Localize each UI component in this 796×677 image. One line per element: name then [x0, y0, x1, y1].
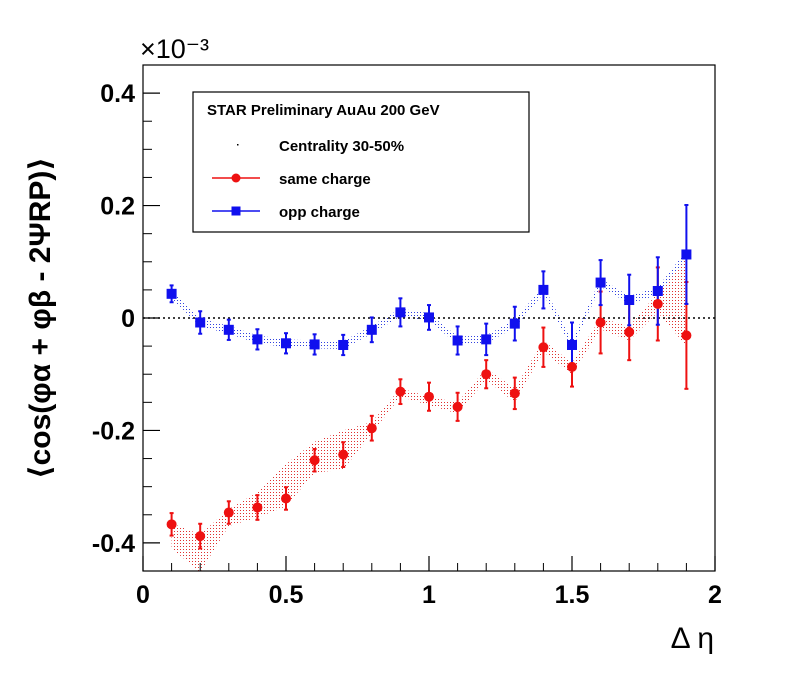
legend-marker-centrality — [237, 144, 239, 146]
same-charge-point — [681, 330, 692, 341]
y-tick-label: -0.4 — [92, 530, 135, 558]
opp-charge-point — [309, 339, 320, 350]
legend-entry-centrality: Centrality 30-50% — [279, 138, 404, 155]
same-charge-point — [652, 298, 663, 309]
opp-charge-point — [509, 318, 520, 329]
y-tick-label: 0.4 — [100, 80, 135, 108]
legend-header: STAR Preliminary AuAu 200 GeV — [207, 102, 440, 119]
error-bars — [169, 203, 689, 550]
opp-charge-point — [195, 317, 206, 328]
same-charge-point — [424, 391, 434, 402]
same-charge-point — [509, 388, 520, 399]
opp-charge-point — [281, 338, 291, 349]
legend-marker-opp-charge — [231, 206, 241, 216]
same-charge-point — [595, 317, 606, 328]
same-charge-point — [624, 327, 635, 338]
same-charge-point — [309, 455, 320, 466]
y-tick-label: -0.2 — [92, 417, 135, 445]
x-tick-label: 2 — [708, 581, 722, 609]
x-tick-label: 1 — [422, 581, 436, 609]
x-tick-label: 0 — [136, 581, 150, 609]
x-axis-label: Δ η — [671, 622, 714, 655]
same-charge-point — [366, 423, 377, 434]
axes: 0 0.5 1 1.5 2 -0.4 -0.2 0 0.2 0.4 — [92, 64, 722, 609]
same-charge-point — [338, 449, 349, 460]
opp-charge-point — [595, 277, 606, 288]
systematic-band-same-charge — [171, 256, 687, 571]
y-multiplier: ×10⁻³ — [140, 34, 209, 64]
same-charge-point — [567, 361, 577, 372]
opp-charge-point — [567, 339, 577, 350]
opp-charge-point — [166, 288, 177, 299]
opp-charge-point — [424, 312, 434, 323]
same-charge-point — [452, 401, 463, 412]
same-charge-point — [281, 493, 291, 504]
opp-charge-point — [252, 334, 263, 345]
same-charge-point — [538, 342, 549, 353]
systematic-band-opp-charge — [171, 250, 687, 349]
data-markers — [166, 249, 692, 542]
opp-charge-point — [366, 324, 377, 335]
same-charge-point — [166, 519, 177, 530]
opp-charge-point — [538, 284, 549, 295]
legend-entry-same-charge: same charge — [279, 171, 371, 188]
opp-charge-point — [395, 307, 406, 318]
same-charge-point — [252, 502, 263, 513]
opp-charge-point — [223, 324, 234, 335]
opp-charge-point — [652, 286, 663, 297]
same-charge-point — [195, 531, 206, 542]
same-charge-point — [395, 386, 406, 397]
same-charge-point — [223, 507, 234, 518]
legend: STAR Preliminary AuAu 200 GeV Centrality… — [192, 91, 530, 233]
same-charge-point — [481, 369, 492, 380]
opp-charge-point — [338, 339, 349, 350]
y-tick-label: 0.2 — [100, 193, 135, 221]
y-tick-label: 0 — [121, 305, 135, 333]
x-tick-label: 0.5 — [269, 581, 304, 609]
opp-charge-point — [624, 295, 635, 306]
x-tick-label: 1.5 — [555, 581, 590, 609]
legend-box — [192, 91, 530, 233]
opp-charge-point — [452, 335, 463, 346]
legend-entry-opp-charge: opp charge — [279, 204, 360, 221]
legend-marker-same-charge — [231, 173, 241, 183]
opp-charge-point — [681, 249, 692, 260]
y-axis-label: ⟨cos(φα + φβ - 2ΨRP)⟩ — [24, 157, 57, 479]
opp-charge-point — [481, 334, 492, 345]
